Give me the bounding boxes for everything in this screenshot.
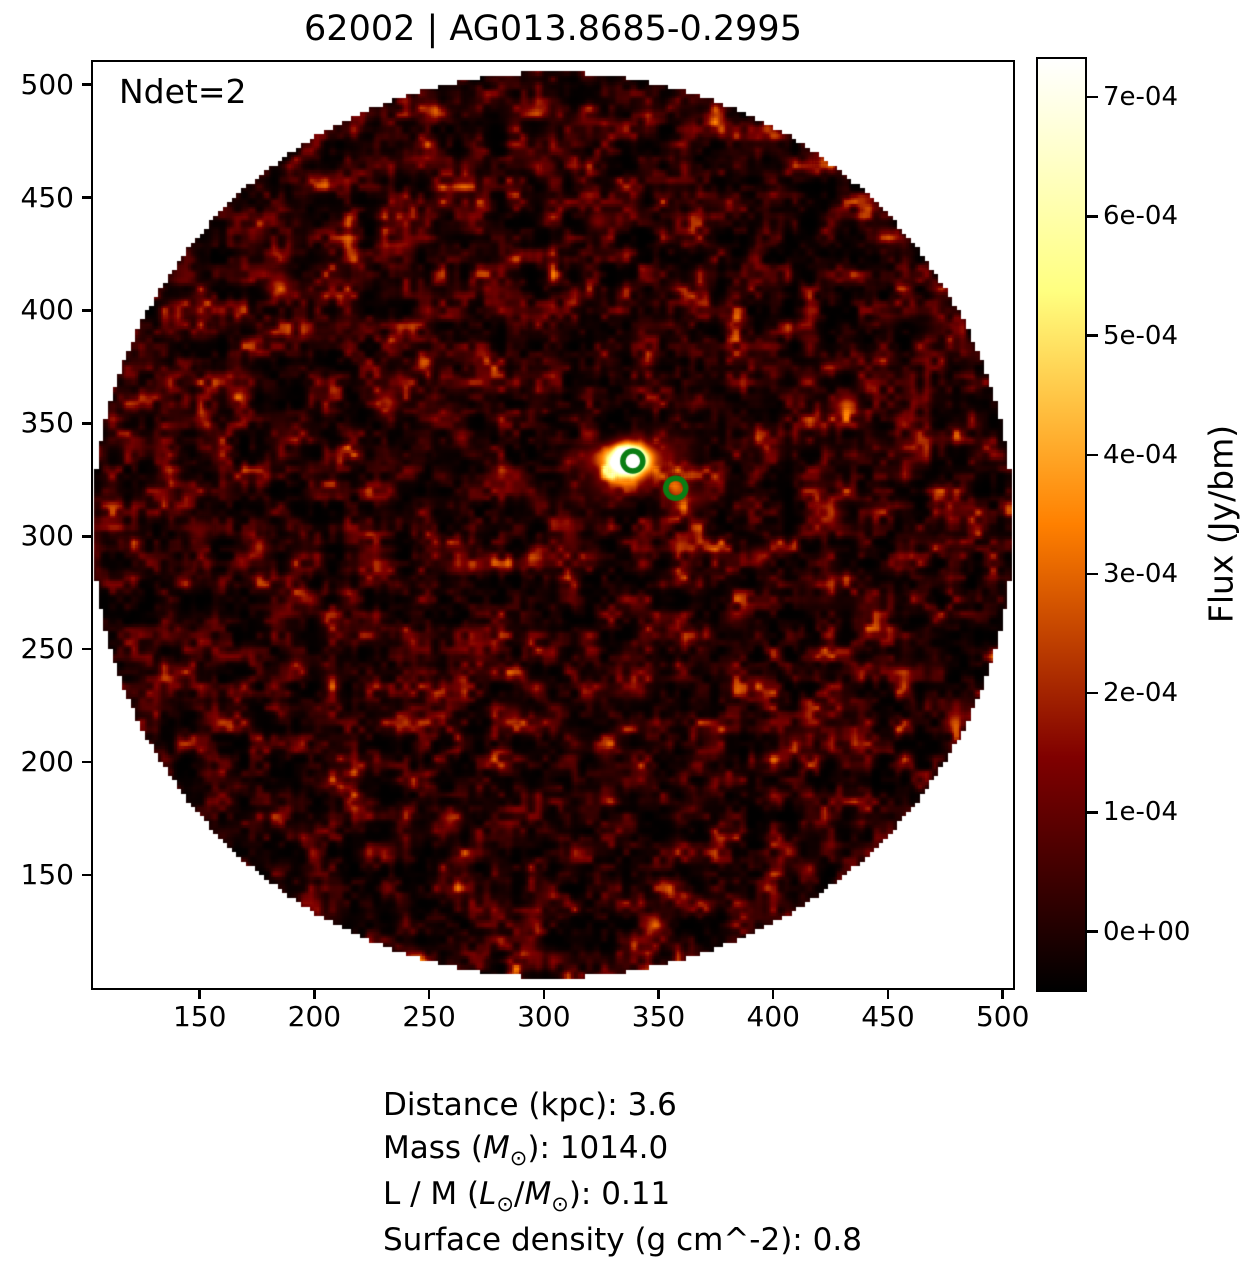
colorbar-tick-label: 3e-04	[1103, 558, 1179, 589]
stats-segment: ⊙	[496, 1192, 515, 1216]
y-tick-label: 350	[20, 406, 74, 440]
stats-segment: ): 1014.0	[527, 1130, 669, 1166]
x-tick-mark	[657, 988, 660, 999]
colorbar-tick-label: 2e-04	[1103, 678, 1179, 709]
x-tick-label: 300	[517, 1000, 571, 1033]
stats-segment: L / M (	[383, 1176, 480, 1212]
x-tick-mark	[886, 988, 890, 999]
x-tick-mark	[313, 988, 316, 999]
x-tick-mark	[542, 988, 546, 999]
flux-heatmap-canvas	[93, 62, 1013, 988]
colorbar	[1036, 57, 1087, 992]
stats-segment: L	[479, 1176, 497, 1212]
stats-line: L / M (L⊙/M⊙): 0.11	[383, 1173, 862, 1219]
stats-segment: ⊙	[509, 1146, 528, 1170]
colorbar-tick-label: 7e-04	[1103, 82, 1179, 113]
y-tick-mark	[82, 647, 93, 651]
y-tick-label: 500	[20, 67, 74, 101]
stats-line: Mass (M⊙): 1014.0	[383, 1127, 862, 1173]
x-tick-label: 350	[631, 1000, 686, 1033]
stats-segment: ): 0.11	[568, 1176, 671, 1212]
colorbar-tick-mark	[1087, 95, 1098, 99]
y-tick-label: 450	[20, 180, 74, 214]
x-tick-mark	[198, 988, 201, 999]
stats-segment: /	[514, 1176, 525, 1212]
stats-line: Distance (kpc): 3.6	[383, 1084, 862, 1127]
colorbar-tick-mark	[1087, 334, 1098, 337]
plot-title: 62002 | AG013.8685-0.2995	[304, 9, 802, 49]
x-tick-label: 400	[746, 1000, 800, 1033]
stats-segment: Distance (kpc): 3.6	[383, 1087, 677, 1123]
x-tick-mark	[1001, 988, 1004, 999]
y-tick-mark	[82, 760, 93, 764]
colorbar-tick-mark	[1087, 215, 1098, 218]
stats-segment: ⊙	[551, 1192, 569, 1216]
y-tick-label: 400	[20, 293, 74, 327]
x-tick-label: 150	[172, 1000, 227, 1033]
stats-line: Surface density (g cm^-2): 0.8	[383, 1219, 862, 1262]
ndet-annotation: Ndet=2	[119, 72, 247, 111]
colorbar-tick-mark	[1087, 453, 1098, 456]
colorbar-tick-label: 6e-04	[1103, 201, 1179, 232]
stats-segment: M	[524, 1176, 552, 1212]
x-tick-label: 450	[861, 1000, 915, 1033]
colorbar-tick-mark	[1087, 691, 1098, 695]
colorbar-tick-label: 5e-04	[1103, 320, 1179, 351]
y-tick-label: 300	[20, 519, 74, 553]
colorbar-axis-label: Flux (Jy/bm)	[1201, 424, 1241, 624]
x-tick-mark	[427, 988, 431, 999]
stats-segment: Mass (	[383, 1130, 483, 1166]
y-tick-label: 250	[20, 632, 74, 666]
stats-block: Distance (kpc): 3.6 Mass (M⊙): 1014.0 L / …	[383, 1084, 862, 1262]
x-tick-label: 200	[287, 1000, 342, 1033]
y-tick-label: 150	[20, 858, 74, 892]
x-tick-label: 500	[975, 1000, 1030, 1033]
colorbar-tick-label: 0e+00	[1103, 916, 1191, 947]
y-tick-mark	[82, 422, 93, 425]
y-tick-mark	[82, 196, 93, 199]
colorbar-tick-mark	[1087, 930, 1098, 933]
colorbar-tick-mark	[1087, 811, 1098, 814]
x-tick-label: 250	[402, 1000, 456, 1033]
y-tick-mark	[82, 309, 93, 312]
stats-segment: M	[483, 1130, 510, 1166]
colorbar-tick-label: 4e-04	[1103, 439, 1179, 470]
x-tick-mark	[771, 988, 775, 999]
colorbar-tick-label: 1e-04	[1103, 797, 1179, 828]
y-tick-mark	[82, 873, 93, 877]
stats-segment: Surface density (g cm^-2): 0.8	[383, 1222, 862, 1258]
y-tick-mark	[82, 535, 93, 538]
colorbar-tick-mark	[1087, 572, 1098, 576]
y-tick-label: 200	[20, 745, 74, 779]
y-tick-mark	[82, 83, 93, 86]
